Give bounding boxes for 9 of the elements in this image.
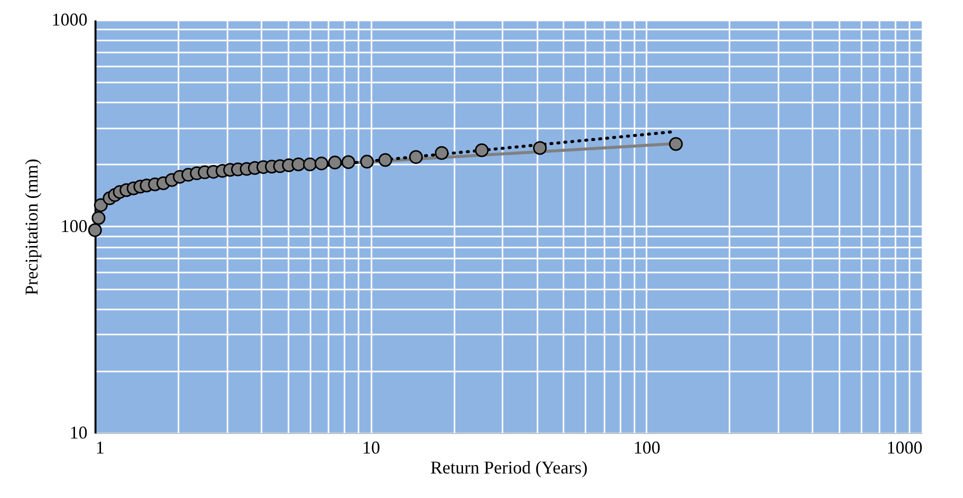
x-tick-label: 100 xyxy=(633,438,660,458)
y-tick-label: 10 xyxy=(70,422,88,442)
y-tick-label: 100 xyxy=(60,216,88,236)
x-tick-label: 10 xyxy=(362,438,380,458)
y-tick-label: 1000 xyxy=(52,10,88,30)
y-axis-title: Precipitation (mm) xyxy=(22,158,42,296)
x-axis-title: Return Period (Years) xyxy=(430,458,588,478)
x-tick-label: 1 xyxy=(96,438,104,458)
x-tick-label: 1000 xyxy=(886,438,922,458)
